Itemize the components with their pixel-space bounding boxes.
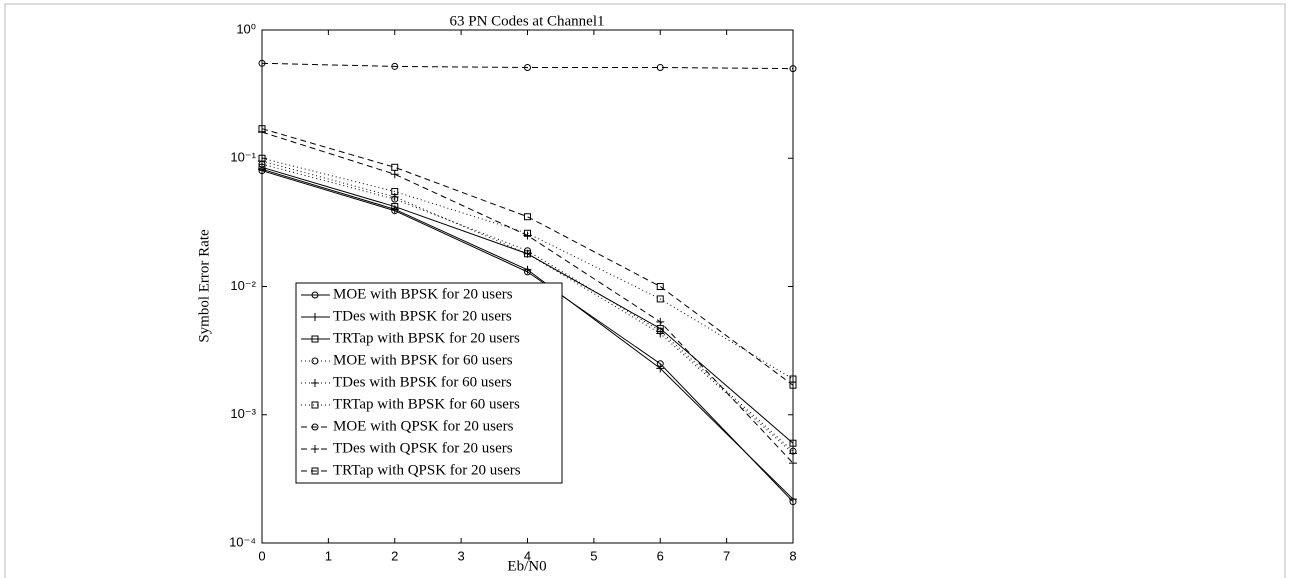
point xyxy=(391,62,399,70)
point xyxy=(656,364,665,373)
point xyxy=(391,203,399,211)
series-line xyxy=(261,128,794,386)
point xyxy=(656,329,665,338)
legend-label: TRTap with QPSK for 20 users xyxy=(333,462,521,478)
point xyxy=(523,231,532,240)
legend-label: TDes with QPSK for 20 users xyxy=(333,440,513,456)
point xyxy=(258,125,266,133)
point xyxy=(523,249,532,258)
point xyxy=(789,439,797,447)
x-tick-label: 3 xyxy=(458,548,465,563)
point xyxy=(311,335,319,343)
y-tick-label: 10⁰ xyxy=(236,21,256,36)
point xyxy=(311,445,319,453)
y-tick-label: 10⁻³ xyxy=(230,406,256,421)
x-tick-label: 6 xyxy=(657,548,664,563)
x-tick-label: 8 xyxy=(789,548,796,563)
point xyxy=(311,401,319,409)
point xyxy=(390,170,399,179)
x-tick-label: 7 xyxy=(723,548,730,563)
point xyxy=(523,265,532,274)
point xyxy=(391,188,399,196)
series-line xyxy=(261,160,794,454)
point xyxy=(524,64,531,72)
x-tick-label: 2 xyxy=(391,548,398,563)
y-tick-label: 10⁻⁴ xyxy=(229,534,256,549)
x-axis-label: Eb/N0 xyxy=(507,558,546,574)
point xyxy=(789,459,797,468)
point xyxy=(656,64,664,72)
y-axis-label: Symbol Error Rate xyxy=(196,229,212,343)
x-tick-label: 1 xyxy=(325,548,332,563)
point xyxy=(789,449,797,458)
point xyxy=(656,317,665,326)
x-tick-label: 4 xyxy=(524,548,531,563)
point xyxy=(311,423,319,431)
point xyxy=(311,467,319,475)
point xyxy=(311,291,319,299)
x-tick-label: 5 xyxy=(590,548,597,563)
chart-title: 63 PN Codes at Channel1 xyxy=(450,13,605,29)
point xyxy=(656,283,664,290)
legend-label: TDes with BPSK for 20 users xyxy=(333,308,512,324)
series-line xyxy=(261,62,794,70)
x-tick-label: 0 xyxy=(258,548,265,563)
point xyxy=(311,379,319,387)
legend-label: TRTap with BPSK for 20 users xyxy=(333,330,520,346)
y-tick-label: 10⁻² xyxy=(230,278,256,293)
point xyxy=(789,495,797,504)
legend-label: MOE with QPSK for 20 users xyxy=(333,418,514,434)
point xyxy=(656,295,664,303)
point xyxy=(789,381,797,389)
point xyxy=(391,163,399,171)
legend-label: TDes with BPSK for 60 users xyxy=(333,374,512,390)
legend-label: MOE with BPSK for 60 users xyxy=(333,352,513,368)
y-tick-label: 10⁻¹ xyxy=(230,150,256,165)
point xyxy=(258,154,266,162)
legend-label: TRTap with BPSK for 60 users xyxy=(333,396,520,412)
point xyxy=(311,357,319,365)
point xyxy=(789,65,797,73)
legend-box xyxy=(295,282,563,484)
point xyxy=(311,313,319,321)
point xyxy=(524,213,531,221)
point xyxy=(258,59,266,67)
legend-label: MOE with BPSK for 20 users xyxy=(333,286,513,302)
